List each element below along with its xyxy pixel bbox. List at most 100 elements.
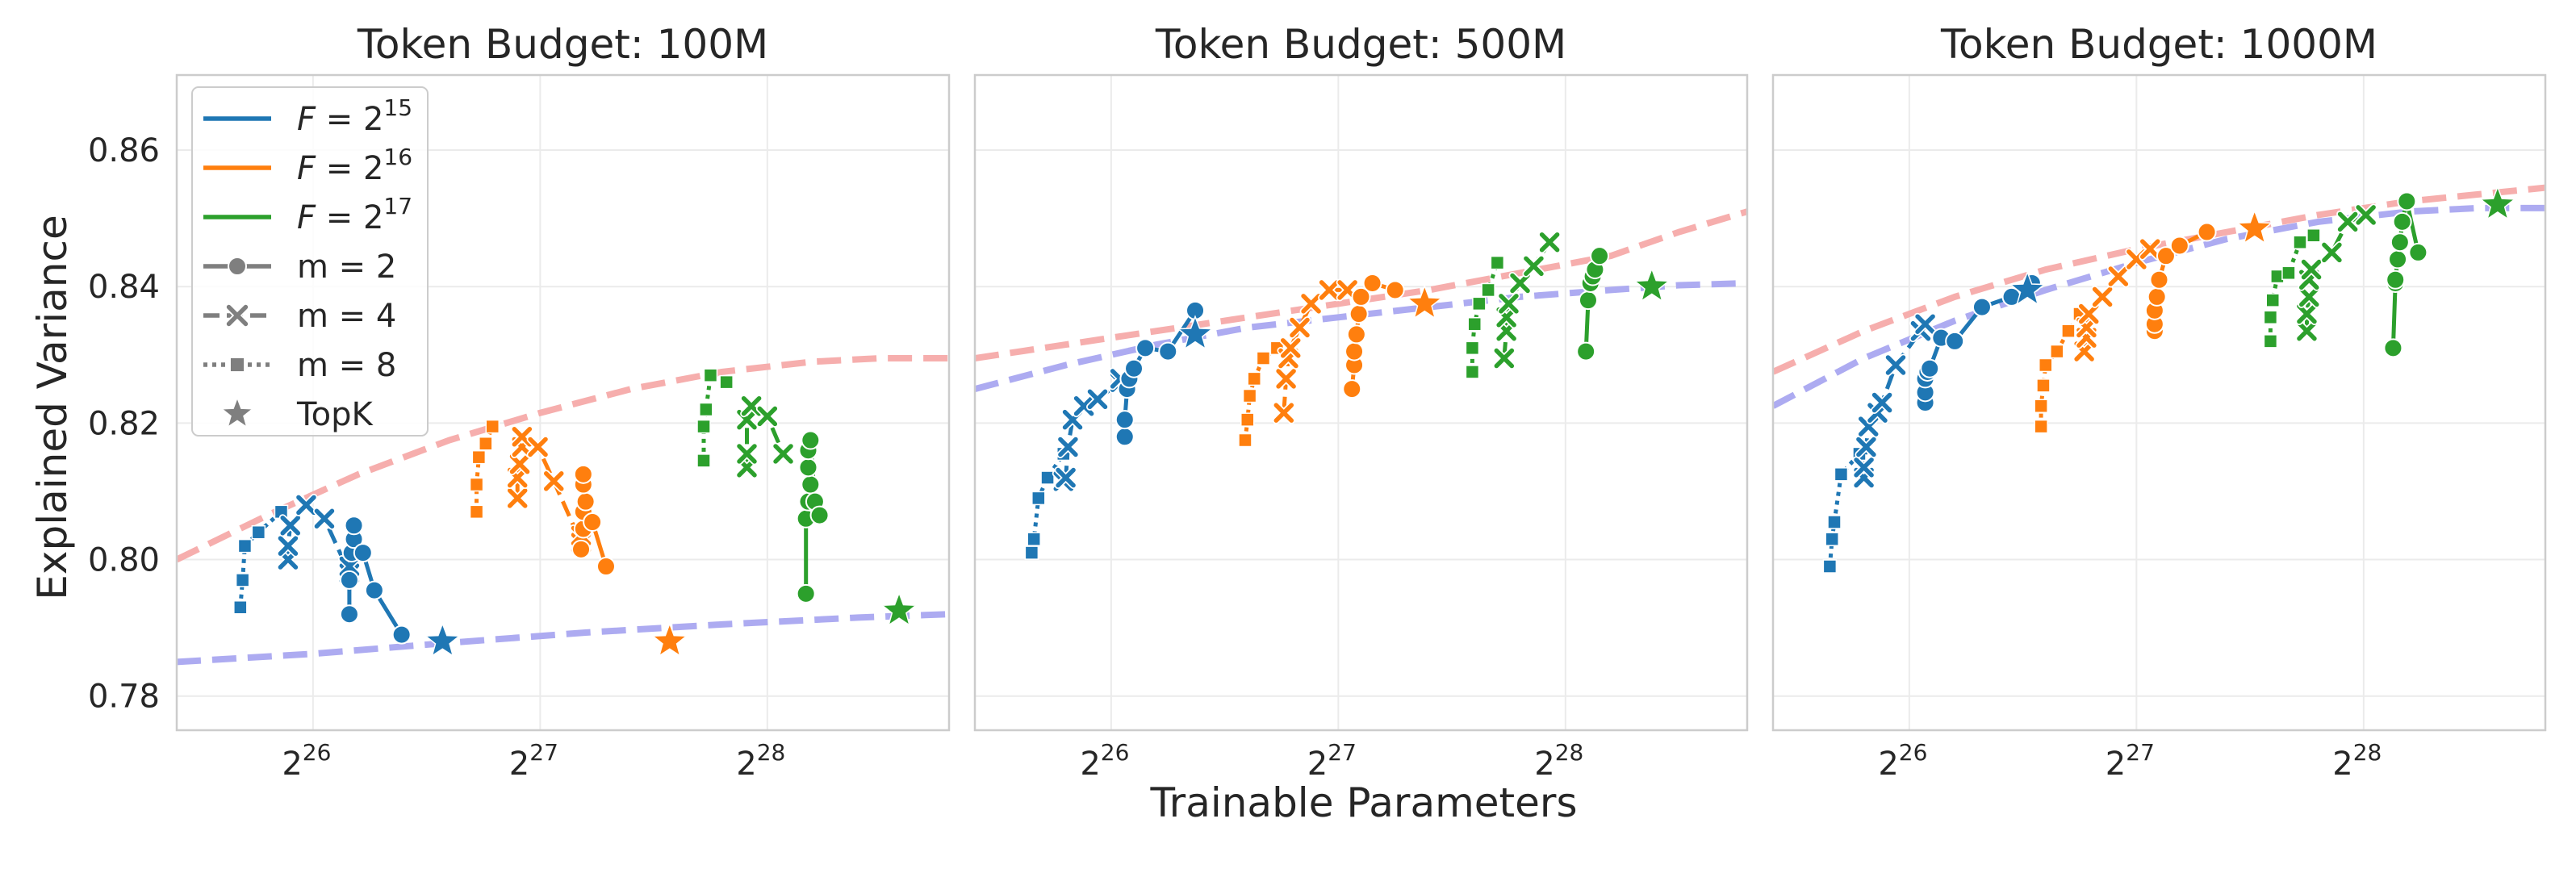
data-point bbox=[471, 449, 487, 465]
data-point bbox=[1578, 290, 1598, 311]
series-F16-m2 bbox=[2144, 222, 2217, 341]
series-line bbox=[238, 510, 283, 608]
data-point bbox=[575, 491, 596, 512]
data-point bbox=[344, 516, 364, 536]
data-point bbox=[1073, 395, 1096, 418]
data-point bbox=[1124, 358, 1144, 378]
data-point bbox=[1024, 545, 1039, 560]
series-F17-m4 bbox=[735, 395, 795, 479]
data-point bbox=[1576, 341, 1596, 361]
legend-marker bbox=[229, 357, 245, 373]
data-point bbox=[1299, 292, 1323, 315]
data-point bbox=[526, 435, 550, 458]
panel-2: Token Budget: 500M 226 227 228 bbox=[973, 21, 1749, 783]
data-point bbox=[1852, 456, 1876, 479]
data-point bbox=[2091, 285, 2114, 308]
data-point bbox=[2336, 210, 2360, 233]
series-F16-m8 bbox=[1238, 340, 1285, 448]
data-point bbox=[2408, 242, 2428, 262]
legend-label: F = 216 bbox=[297, 144, 412, 187]
panel-3: Token Budget: 1000M 226 227 228 bbox=[1771, 21, 2547, 783]
data-point bbox=[2050, 344, 2064, 359]
legend-item-square: m = 8 bbox=[203, 347, 396, 384]
legend-item-x: m = 4 bbox=[203, 298, 396, 335]
data-point bbox=[571, 539, 592, 559]
data-point bbox=[2386, 269, 2406, 290]
data-point bbox=[1114, 410, 1135, 430]
data-point bbox=[2295, 320, 2319, 343]
data-point bbox=[1497, 292, 1520, 315]
data-point bbox=[233, 600, 248, 615]
data-point bbox=[364, 580, 384, 600]
topk-star-F16 bbox=[650, 621, 688, 658]
data-point bbox=[1054, 466, 1077, 490]
data-point bbox=[755, 404, 779, 428]
panel-frame bbox=[973, 73, 1749, 732]
data-point bbox=[696, 453, 711, 468]
legend-item-F17: F = 217 bbox=[203, 193, 412, 236]
data-point bbox=[1920, 358, 1940, 378]
data-point bbox=[1945, 331, 1965, 351]
data-point bbox=[740, 395, 763, 418]
data-point bbox=[798, 457, 818, 478]
data-point bbox=[469, 504, 484, 520]
data-point bbox=[1346, 324, 1366, 345]
plot-area bbox=[1773, 184, 2545, 574]
series-F16-m8 bbox=[2034, 307, 2087, 434]
x-tick-label: 228 bbox=[736, 739, 785, 783]
data-point bbox=[542, 470, 566, 493]
x-tick-label: 226 bbox=[282, 739, 331, 783]
series-F17-m8 bbox=[696, 368, 734, 468]
series-F15-m8 bbox=[1024, 446, 1071, 560]
panel-title: Token Budget: 100M bbox=[357, 21, 768, 68]
data-point bbox=[251, 524, 266, 540]
data-point bbox=[1351, 286, 1371, 307]
data-point bbox=[469, 477, 484, 492]
data-point bbox=[2263, 334, 2278, 349]
data-point bbox=[1040, 470, 1055, 485]
series-F17-m4 bbox=[2295, 203, 2377, 343]
data-point bbox=[506, 487, 529, 510]
data-point bbox=[1913, 312, 1937, 336]
topk-star-F16 bbox=[1406, 284, 1444, 320]
data-point bbox=[2388, 249, 2408, 269]
series-F17-m8 bbox=[1465, 255, 1505, 379]
series-F15-m8 bbox=[233, 504, 289, 615]
legend-item-star: TopK bbox=[220, 395, 374, 433]
data-point bbox=[339, 570, 359, 590]
panel-frame bbox=[1771, 73, 2547, 732]
data-point bbox=[2061, 324, 2076, 338]
data-point bbox=[510, 425, 533, 449]
data-point bbox=[1027, 532, 1041, 546]
topk-star-F17 bbox=[880, 591, 918, 627]
y-tick-label: 0.82 bbox=[88, 405, 160, 442]
data-point bbox=[295, 493, 318, 516]
data-point bbox=[1822, 559, 1838, 574]
data-point bbox=[1242, 388, 1257, 403]
x-tick-label: 227 bbox=[2106, 739, 2155, 783]
series-F15-m4 bbox=[1852, 312, 1937, 490]
legend-item-circle: m = 2 bbox=[203, 249, 396, 286]
y-tick-label: 0.84 bbox=[88, 269, 160, 306]
data-point bbox=[1247, 371, 1261, 386]
data-point bbox=[735, 442, 759, 466]
data-point bbox=[801, 474, 821, 495]
legend-item-F15: F = 215 bbox=[203, 94, 412, 138]
legend-label: F = 215 bbox=[297, 94, 412, 138]
data-point bbox=[1871, 391, 1894, 414]
series-F15-m2 bbox=[1915, 273, 2042, 412]
topk-star-F17 bbox=[1633, 267, 1671, 303]
series-F16-m2 bbox=[1342, 273, 1405, 399]
data-point bbox=[573, 464, 593, 484]
data-point bbox=[2354, 203, 2377, 227]
data-point bbox=[1465, 365, 1480, 379]
x-tick-label: 228 bbox=[1534, 739, 1583, 783]
data-point bbox=[2149, 269, 2169, 290]
data-point bbox=[703, 368, 718, 382]
data-point bbox=[2320, 240, 2344, 264]
data-point bbox=[1508, 271, 1532, 295]
data-point bbox=[2147, 286, 2167, 307]
x-tick-label: 226 bbox=[1878, 739, 1927, 783]
data-point bbox=[2034, 419, 2048, 434]
data-point bbox=[485, 419, 500, 434]
